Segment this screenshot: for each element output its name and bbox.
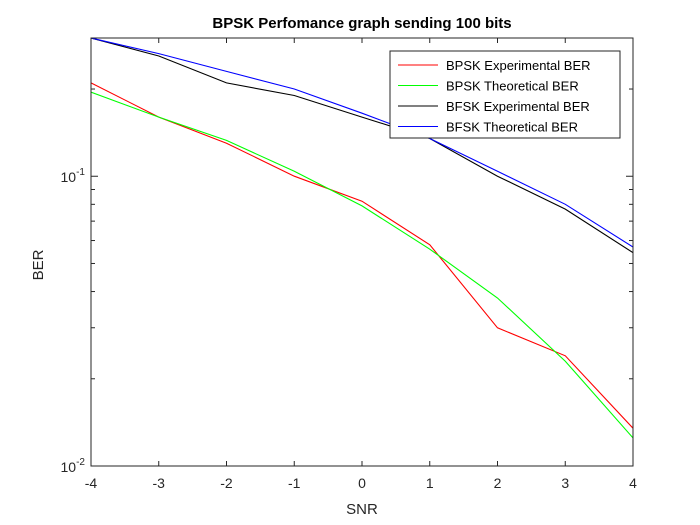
legend-label: BFSK Experimental BER [446, 99, 590, 114]
x-tick-labels: -4 -3 -2 -1 0 1 2 3 4 [85, 475, 637, 491]
y-tick-label: 10-2 [61, 457, 86, 475]
y-axis-label: BER [30, 249, 47, 280]
x-tick-label: 2 [494, 475, 502, 491]
series-line-1 [91, 82, 633, 429]
x-axis-label: SNR [346, 501, 378, 518]
x-tick-label: -1 [288, 475, 301, 491]
series-line-2 [91, 91, 633, 439]
x-tick-label: -4 [85, 475, 98, 491]
legend: BPSK Experimental BER BPSK Theoretical BE… [389, 50, 621, 139]
x-tick-label: 4 [629, 475, 637, 491]
y-tick-labels: 10-2 10-1 [61, 167, 86, 475]
x-tick-label: 1 [426, 475, 434, 491]
chart-title: BPSK Perfomance graph sending 100 bits [212, 15, 511, 32]
series-line-3 [91, 38, 633, 254]
x-tick-label: 3 [561, 475, 569, 491]
minor-ticks [91, 88, 633, 380]
y-tick-label: 10-1 [61, 167, 86, 185]
legend-label: BPSK Theoretical BER [446, 79, 579, 94]
x-tick-label: 0 [358, 475, 366, 491]
series-lines [91, 38, 633, 439]
x-tick-label: -3 [153, 475, 166, 491]
x-tick-label: -2 [220, 475, 233, 491]
plot-frame [90, 37, 634, 467]
legend-label: BFSK Theoretical BER [446, 120, 578, 135]
series-line-4 [91, 38, 633, 248]
legend-label: BPSK Experimental BER [446, 58, 591, 73]
